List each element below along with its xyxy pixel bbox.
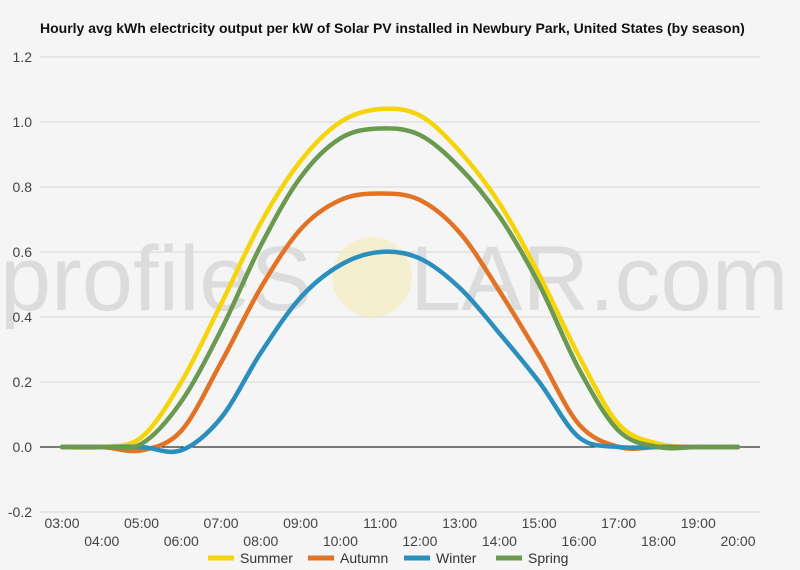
- y-tick-label: 0.8: [13, 179, 33, 195]
- y-tick-label: 0.4: [13, 309, 33, 325]
- x-tick-label: 03:00: [44, 515, 79, 531]
- x-tick-label: 11:00: [363, 515, 397, 531]
- y-tick-label: 1.2: [13, 49, 33, 65]
- legend-label: Spring: [528, 550, 568, 566]
- x-tick-label: 18:00: [641, 533, 676, 549]
- legend-item-autumn: Autumn: [308, 550, 388, 566]
- y-tick-label: 1.0: [13, 114, 33, 130]
- x-tick-label: 17:00: [601, 515, 636, 531]
- y-tick-label: 0.2: [13, 374, 33, 390]
- legend-label: Autumn: [340, 550, 388, 566]
- legend-label: Summer: [240, 550, 293, 566]
- x-tick-label: 09:00: [283, 515, 318, 531]
- watermark-text-right: LAR.com: [410, 228, 788, 330]
- x-tick-label: 15:00: [522, 515, 557, 531]
- legend-item-summer: Summer: [208, 550, 293, 566]
- series-line-spring: [59, 126, 741, 451]
- watermark: profileS LAR.com: [0, 228, 788, 330]
- x-tick-label: 05:00: [124, 515, 159, 531]
- x-tick-label: 16:00: [561, 533, 596, 549]
- x-tick-label: 12:00: [402, 533, 437, 549]
- x-tick-label: 06:00: [164, 533, 199, 549]
- x-tick-label: 07:00: [204, 515, 239, 531]
- legend: Summer Autumn Winter Spring: [208, 550, 568, 566]
- watermark-sun-icon: [332, 237, 412, 317]
- series-lines: [59, 106, 741, 455]
- y-tick-label: -0.2: [8, 504, 32, 520]
- y-axis-ticks: -0.2 0.0 0.2 0.4 0.6 0.8 1.0 1.2: [8, 49, 32, 520]
- x-tick-label: 20:00: [720, 533, 755, 549]
- series-line-winter: [59, 249, 741, 455]
- x-tick-label: 14:00: [482, 533, 517, 549]
- series-line-summer: [59, 106, 741, 450]
- legend-item-winter: Winter: [404, 550, 477, 566]
- legend-item-spring: Spring: [496, 550, 568, 566]
- y-tick-label: 0.6: [13, 244, 33, 260]
- gridlines: [40, 56, 760, 513]
- x-tick-label: 04:00: [84, 533, 119, 549]
- x-tick-label: 13:00: [442, 515, 477, 531]
- legend-label: Winter: [436, 550, 477, 566]
- x-tick-label: 08:00: [243, 533, 278, 549]
- y-tick-label: 0.0: [13, 439, 33, 455]
- x-tick-label: 19:00: [681, 515, 716, 531]
- x-tick-label: 10:00: [323, 533, 358, 549]
- chart-title: Hourly avg kWh electricity output per kW…: [40, 20, 745, 36]
